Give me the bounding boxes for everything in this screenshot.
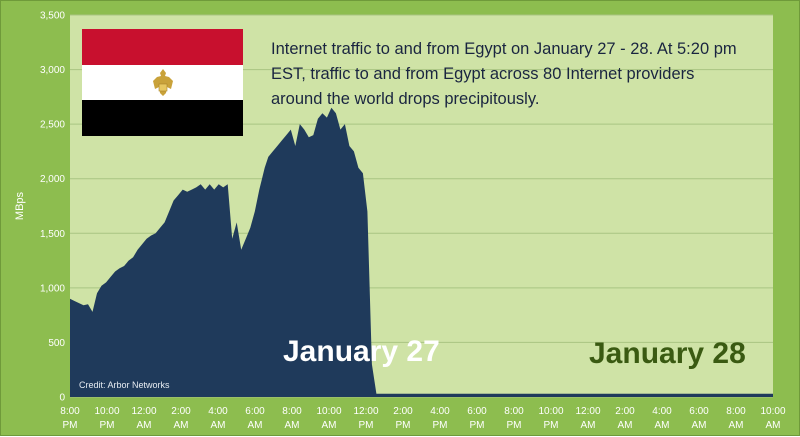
x-tick-label-time: 10:00 [538, 406, 563, 417]
y-tick-label: 2,000 [40, 174, 65, 185]
x-tick-label-ampm: AM [285, 420, 300, 431]
x-tick-label-ampm: PM [396, 420, 411, 431]
y-tick-label: 1,000 [40, 283, 65, 294]
egypt-flag-icon [82, 29, 243, 136]
x-tick-label-ampm: PM [433, 420, 448, 431]
x-tick-label-time: 6:00 [245, 406, 265, 417]
credit-text: Credit: Arbor Networks [79, 380, 170, 390]
x-tick-label-time: 4:00 [652, 406, 672, 417]
y-tick-label: 3,500 [40, 11, 65, 22]
y-tick-label: 3,000 [40, 65, 65, 76]
x-tick-label-ampm: AM [729, 420, 744, 431]
x-tick-label-ampm: PM [544, 420, 559, 431]
chart-annotation: Internet traffic to and from Egypt on Ja… [271, 40, 737, 108]
x-tick-label-ampm: AM [692, 420, 707, 431]
label-january-27: January 27 [283, 335, 440, 368]
x-tick-label-time: 8:00 [726, 406, 746, 417]
x-tick-label-time: 2:00 [393, 406, 413, 417]
y-tick-labels: 0 500 1,000 1,500 2,000 2,500 3,000 3,500 [40, 11, 65, 404]
x-tick-label-time: 6:00 [689, 406, 709, 417]
x-tick-label-time: 10:00 [760, 406, 785, 417]
flag-black-stripe [82, 100, 243, 136]
x-tick-label-time: 12:00 [131, 406, 156, 417]
x-tick-label-time: 12:00 [353, 406, 378, 417]
x-tick-label-ampm: AM [618, 420, 633, 431]
x-tick-label-time: 10:00 [94, 406, 119, 417]
x-tick-label-time: 4:00 [208, 406, 228, 417]
x-tick-label-time: 10:00 [316, 406, 341, 417]
x-tick-label-ampm: PM [507, 420, 522, 431]
x-tick-label-time: 2:00 [171, 406, 191, 417]
y-tick-label: 0 [59, 393, 65, 404]
x-tick-label-ampm: AM [581, 420, 596, 431]
x-tick-label-time: 8:00 [504, 406, 524, 417]
x-tick-label-time: 12:00 [575, 406, 600, 417]
x-tick-label-time: 2:00 [615, 406, 635, 417]
x-tick-label-time: 8:00 [60, 406, 80, 417]
traffic-area-series [70, 107, 773, 398]
x-tick-label-time: 6:00 [467, 406, 487, 417]
traffic-area [70, 107, 773, 398]
label-january-28: January 28 [589, 337, 746, 370]
y-tick-label: 500 [48, 338, 65, 349]
x-tick-label-ampm: AM [211, 420, 226, 431]
y-tick-label: 1,500 [40, 229, 65, 240]
y-tick-label: 2,500 [40, 120, 65, 131]
x-tick-label-ampm: PM [359, 420, 374, 431]
x-tick-label-ampm: AM [322, 420, 337, 431]
x-tick-labels: 8:00 PM 10:00 PM 12:00 AM 2:00 AM 4:00 AM 6:00 AM 8:… [60, 406, 786, 431]
x-tick-label-ampm: PM [63, 420, 78, 431]
eagle-of-saladin-icon [153, 69, 173, 96]
x-tick-label-time: 8:00 [282, 406, 302, 417]
x-tick-label-ampm: AM [655, 420, 670, 431]
y-axis-label: MBps [14, 191, 26, 220]
x-tick-label-ampm: AM [174, 420, 189, 431]
x-tick-label-ampm: PM [470, 420, 485, 431]
x-tick-label-ampm: AM [248, 420, 263, 431]
x-tick-label-ampm: AM [137, 420, 152, 431]
x-tick-label-ampm: PM [100, 420, 115, 431]
flag-red-stripe [82, 29, 243, 65]
x-tick-label-ampm: AM [766, 420, 781, 431]
x-tick-label-time: 4:00 [430, 406, 450, 417]
